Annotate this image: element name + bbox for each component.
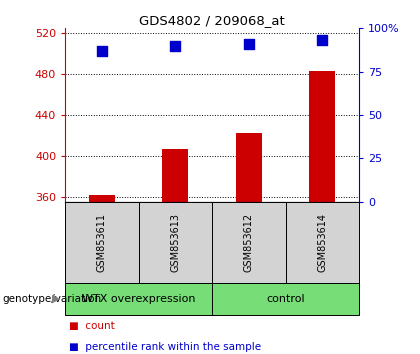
Point: [245, 41, 252, 47]
Bar: [89, 195, 115, 202]
Bar: [310, 71, 335, 202]
Bar: [212, 283, 359, 315]
Bar: [163, 149, 188, 202]
Point: [98, 48, 105, 54]
Text: ■  count: ■ count: [69, 321, 115, 331]
Bar: [286, 202, 359, 283]
Text: ■  percentile rank within the sample: ■ percentile rank within the sample: [69, 342, 261, 352]
Text: ▶: ▶: [52, 294, 61, 304]
Text: genotype/variation: genotype/variation: [2, 294, 101, 304]
Bar: [65, 202, 139, 283]
Text: WTX overexpression: WTX overexpression: [82, 294, 195, 304]
Text: GSM853613: GSM853613: [171, 213, 180, 272]
Bar: [65, 283, 212, 315]
Title: GDS4802 / 209068_at: GDS4802 / 209068_at: [139, 14, 285, 27]
Bar: [139, 202, 212, 283]
Text: GSM853611: GSM853611: [97, 213, 107, 272]
Point: [172, 43, 179, 48]
Text: GSM853614: GSM853614: [318, 213, 327, 272]
Text: control: control: [266, 294, 305, 304]
Bar: [236, 133, 262, 202]
Text: GSM853612: GSM853612: [244, 213, 254, 272]
Point: [319, 38, 326, 43]
Bar: [212, 202, 286, 283]
